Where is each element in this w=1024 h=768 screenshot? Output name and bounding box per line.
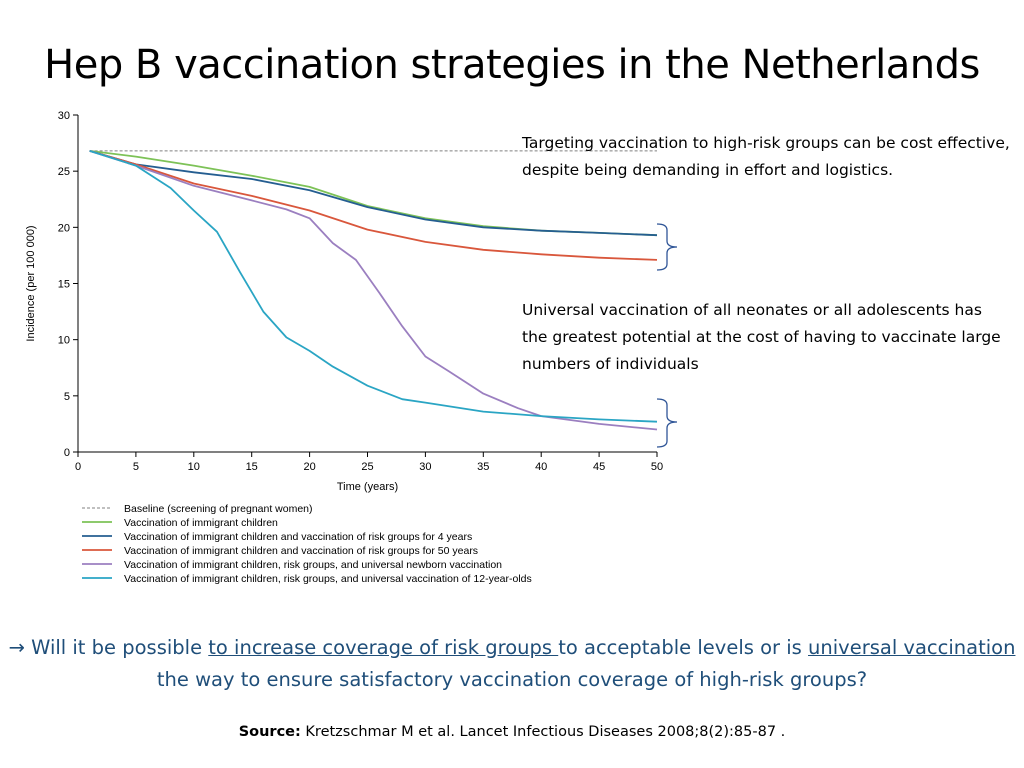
legend-label-5: Vaccination of immigrant children, risk … (124, 573, 532, 585)
y-tick-label: 25 (58, 166, 70, 178)
arrow-icon: → (8, 636, 25, 659)
legend-label-3: Vaccination of immigrant children and va… (124, 545, 478, 557)
x-tick-label: 15 (246, 461, 258, 473)
source-citation: Source: Kretzschmar M et al. Lancet Infe… (0, 724, 1024, 740)
y-tick-label: 10 (58, 335, 70, 347)
question-link-universal-vaccination[interactable]: universal vaccination (808, 636, 1016, 659)
legend-label-2: Vaccination of immigrant children and va… (124, 531, 472, 543)
source-label: Source: (238, 724, 301, 740)
y-tick-label: 0 (64, 447, 70, 459)
x-tick-label: 10 (188, 461, 200, 473)
legend-label-0: Baseline (screening of pregnant women) (124, 503, 313, 515)
series-line-4 (89, 150, 658, 431)
chart-axes: 0 5 10 15 20 25 30 0 5 10 15 20 25 30 35 40 45 50 Time (ye… (25, 110, 663, 493)
question-text: → Will it be possible to increase covera… (0, 632, 1024, 696)
brace-universal-icon (656, 398, 678, 448)
question-part-3: the way to ensure satisfactory vaccinati… (156, 668, 868, 691)
series-line-5 (89, 150, 658, 423)
legend-label-1: Vaccination of immigrant children (124, 517, 278, 529)
x-tick-label: 25 (361, 461, 373, 473)
slide-title: Hep B vaccination strategies in the Neth… (44, 42, 980, 88)
chart-legend: Baseline (screening of pregnant women) Va… (82, 503, 532, 585)
source-text: Kretzschmar M et al. Lancet Infectious D… (300, 724, 786, 740)
y-tick-label: 5 (64, 391, 70, 403)
series-line-2 (89, 150, 658, 237)
y-axis-label: Incidence (per 100 000) (25, 225, 37, 341)
legend-label-4: Vaccination of immigrant children, risk … (124, 559, 502, 571)
note-targeted-vaccination: Targeting vaccination to high-risk group… (522, 134, 1010, 179)
x-tick-label: 35 (477, 461, 489, 473)
x-tick-label: 20 (303, 461, 315, 473)
x-tick-label: 50 (651, 461, 663, 473)
brace-targeted-icon (656, 223, 678, 271)
x-tick-label: 5 (133, 461, 139, 473)
chart-lines (89, 150, 658, 431)
chart-braces (656, 223, 678, 448)
question-link-risk-groups[interactable]: to increase coverage of risk groups (208, 636, 559, 659)
y-tick-label: 15 (58, 279, 70, 291)
x-tick-label: 45 (593, 461, 605, 473)
x-axis-label: Time (years) (337, 481, 398, 493)
incidence-line-chart: 0 5 10 15 20 25 30 0 5 10 15 20 25 30 35 40 45 50 Time (ye… (25, 110, 678, 585)
x-tick-label: 0 (75, 461, 81, 473)
question-part-1: Will it be possible (24, 636, 209, 659)
y-tick-label: 30 (58, 110, 70, 122)
note-universal-vaccination: Universal vaccination of all neonates or… (522, 301, 1001, 373)
y-tick-label: 20 (58, 222, 70, 234)
x-tick-label: 40 (535, 461, 547, 473)
series-line-3 (89, 150, 658, 261)
question-part-2: to acceptable levels or is (558, 636, 809, 659)
x-tick-label: 30 (419, 461, 431, 473)
